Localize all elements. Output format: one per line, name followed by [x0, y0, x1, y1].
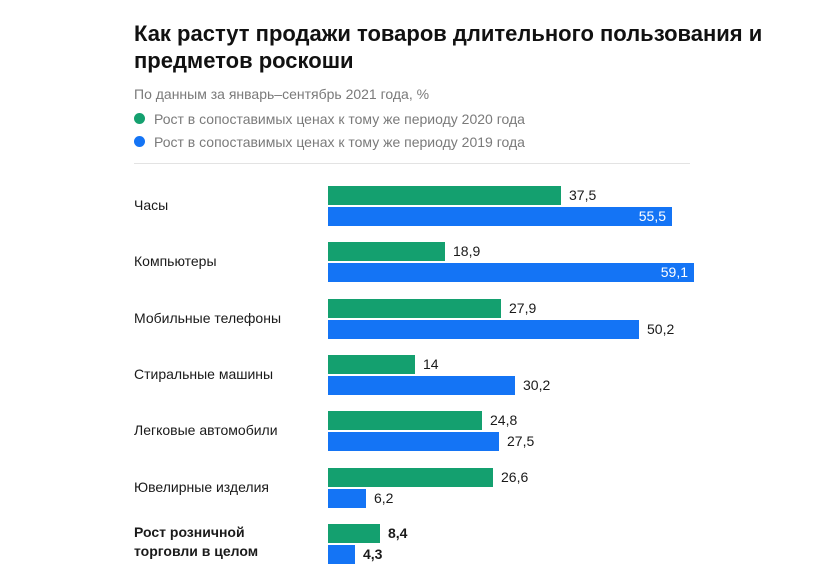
chart-title: Как растут продажи товаров длительного п…: [134, 21, 763, 73]
category-label: Легковые автомобили: [134, 422, 278, 438]
legend-item-2020: Рост в сопоставимых ценах к тому же пери…: [134, 107, 525, 130]
bar-2020: [328, 299, 501, 318]
category-label: Ювелирные изделия: [134, 479, 269, 495]
bar-2019: [328, 545, 355, 564]
bar-2020: [328, 524, 380, 543]
category-label: Стиральные машины: [134, 366, 274, 382]
bar-2020: [328, 186, 561, 205]
bar-value-label-2020: 8,4: [388, 525, 408, 541]
bar-value-label-2020: 24,8: [490, 412, 518, 428]
bar-value-label-2019: 30,2: [523, 377, 551, 393]
legend: Рост в сопоставимых ценах к тому же пери…: [134, 107, 525, 153]
legend-label-2020: Рост в сопоставимых ценах к тому же пери…: [154, 110, 525, 127]
category-label: Рост розничной торговли в целом: [134, 524, 259, 559]
category-label: Мобильные телефоны: [134, 310, 282, 326]
bar-value-label-2019: 55,5: [638, 208, 666, 224]
bar-value-label-2020: 18,9: [453, 243, 481, 259]
bar-value-label-2019: 4,3: [363, 546, 383, 562]
category-label: Часы: [134, 197, 169, 213]
legend-swatch-2019: [134, 136, 145, 147]
bar-2020: [328, 468, 493, 487]
legend-swatch-2020: [134, 113, 145, 124]
bar-2019: [328, 376, 515, 395]
bar-value-label-2019: 6,2: [374, 490, 394, 506]
category-label: Компьютеры: [134, 253, 217, 269]
bar-2020: [328, 242, 445, 261]
bar-value-label-2019: 59,1: [660, 264, 688, 280]
bar-2019: [328, 489, 366, 508]
bar-2019: [328, 432, 499, 451]
bar-2020: [328, 411, 482, 430]
bar-value-label-2020: 14: [423, 356, 439, 372]
bar-value-label-2019: 27,5: [507, 433, 535, 449]
legend-item-2019: Рост в сопоставимых ценах к тому же пери…: [134, 130, 525, 153]
bar-2019: [328, 263, 694, 282]
legend-label-2019: Рост в сопоставимых ценах к тому же пери…: [154, 133, 525, 150]
bar-2020: [328, 355, 415, 374]
divider: [134, 163, 690, 164]
bar-value-label-2020: 26,6: [501, 469, 529, 485]
chart-subtitle: По данным за январь–сентябрь 2021 года, …: [134, 86, 430, 102]
bar-2019: [328, 320, 639, 339]
bar-value-label-2020: 37,5: [569, 187, 597, 203]
bar-value-label-2020: 27,9: [509, 300, 537, 316]
bar-2019: [328, 207, 672, 226]
bar-value-label-2019: 50,2: [647, 321, 675, 337]
